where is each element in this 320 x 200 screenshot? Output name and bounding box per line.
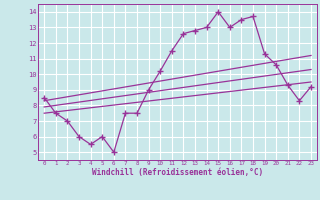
X-axis label: Windchill (Refroidissement éolien,°C): Windchill (Refroidissement éolien,°C) <box>92 168 263 177</box>
